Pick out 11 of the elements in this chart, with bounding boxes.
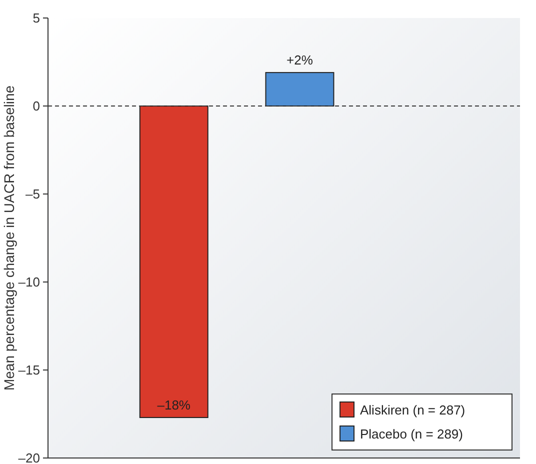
y-tick-label: –5 <box>26 186 40 202</box>
data-label: –18% <box>157 398 191 413</box>
legend-label: Aliskiren (n = 287) <box>360 402 466 418</box>
y-tick-label: –20 <box>18 450 40 464</box>
y-tick-label: 0 <box>32 98 40 114</box>
data-label: +2% <box>286 52 314 68</box>
y-tick-label: 5 <box>32 10 40 26</box>
y-axis-title: Mean percentage change in UACR from baseline <box>1 85 17 391</box>
y-tick-label: –15 <box>18 362 40 378</box>
legend-label: Placebo (n = 289) <box>360 426 463 442</box>
y-tick-label: –10 <box>18 274 40 290</box>
